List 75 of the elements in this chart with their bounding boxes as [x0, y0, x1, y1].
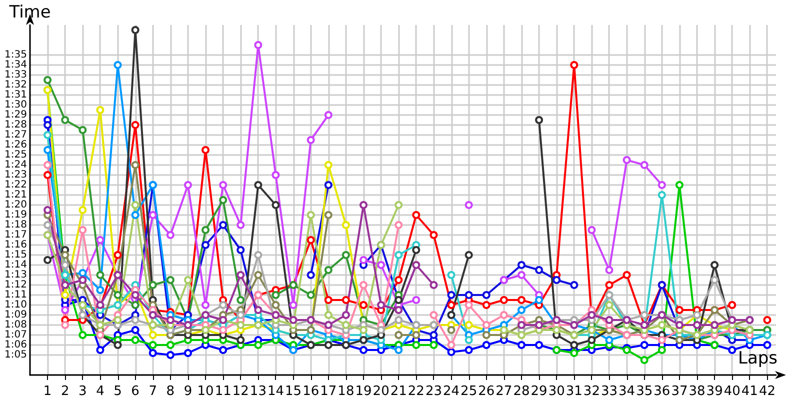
y-tick-label: 1:31: [4, 90, 27, 100]
y-tick-label: 1:29: [4, 110, 27, 120]
x-tick-label: 24: [442, 384, 460, 399]
y-tick-label: 1:05: [4, 350, 27, 360]
x-tick-label: 41: [741, 384, 758, 399]
x-tick-label: 8: [166, 384, 175, 399]
y-tick-label: 1:22: [4, 180, 27, 190]
x-tick-label: 38: [688, 384, 706, 399]
y-tick-label: 1:21: [4, 190, 27, 200]
y-tick-label: 1:34: [4, 60, 27, 70]
x-tick-label: 9: [184, 384, 192, 399]
x-tick-label: 3: [78, 384, 87, 399]
x-tick-label: 11: [214, 384, 232, 399]
x-tick-label: 35: [636, 384, 653, 399]
y-tick-label: 1:19: [4, 210, 27, 220]
x-tick-label: 22: [408, 384, 424, 399]
y-tick-label: 1:12: [4, 280, 27, 290]
x-tick-label: 40: [724, 384, 740, 399]
x-tick-label: 12: [232, 384, 249, 399]
x-tick-label: 5: [114, 384, 122, 399]
y-tick-label: 1:15: [4, 250, 27, 260]
x-tick-label: 33: [600, 384, 618, 399]
y-tick-label: 1:20: [4, 200, 27, 210]
y-tick-label: 1:27: [4, 130, 27, 140]
x-tick-label: 17: [320, 384, 337, 399]
x-tick-label: 39: [706, 384, 723, 399]
x-tick-label: 16: [302, 384, 320, 399]
x-tick-label: 37: [671, 384, 688, 399]
x-tick-label: 4: [96, 384, 104, 399]
y-tick-label: 1:13: [4, 270, 27, 280]
y-tick-label: 1:08: [4, 320, 27, 330]
y-tick-label: 1:32: [4, 80, 27, 90]
x-tick-label: 20: [372, 384, 390, 399]
x-tick-label: 42: [758, 384, 776, 399]
x-tick-label: 26: [478, 384, 495, 399]
x-tick-label: 25: [460, 384, 478, 399]
x-tick-label: 6: [131, 384, 140, 399]
y-axis-title: Time: [8, 2, 51, 22]
y-tick-label: 1:24: [4, 160, 27, 170]
y-tick-label: 1:25: [4, 150, 27, 160]
y-tick-label: 1:06: [4, 340, 27, 350]
x-axis-title: Laps: [738, 348, 778, 368]
y-tick-label: 1:10: [4, 300, 27, 310]
x-tick-label: 28: [513, 384, 530, 399]
x-tick-label: 34: [618, 384, 636, 399]
y-tick-label: 1:16: [4, 240, 27, 250]
y-tick-label: 1:23: [4, 170, 27, 180]
y-tick-label: 1:07: [4, 330, 27, 340]
y-tick-label: 1:35: [4, 50, 27, 60]
y-tick-label: 1:26: [4, 140, 27, 150]
x-tick-label: 23: [425, 384, 442, 399]
y-tick-label: 1:18: [4, 220, 27, 230]
x-tick-label: 30: [548, 384, 565, 399]
x-tick-label: 15: [285, 384, 302, 399]
x-tick-label: 29: [530, 384, 548, 399]
y-tick-label: 1:09: [4, 310, 27, 320]
y-tick-label: 1:14: [4, 260, 27, 270]
x-tick-label: 27: [496, 384, 512, 399]
x-tick-label: 21: [390, 384, 407, 399]
y-tick-label: 1:28: [4, 120, 27, 130]
x-tick-label: 19: [355, 384, 372, 399]
x-tick-label: 18: [338, 384, 354, 399]
y-tick-label: 1:30: [4, 100, 27, 110]
x-tick-label: 7: [148, 384, 158, 399]
y-tick-label: 1:17: [4, 230, 27, 240]
x-tick-label: 13: [250, 384, 266, 399]
x-tick-label: 36: [654, 384, 670, 399]
x-tick-label: 32: [583, 384, 600, 399]
x-tick-label: 10: [197, 384, 214, 399]
x-tick-label: 2: [60, 384, 70, 399]
y-tick-label: 1:33: [4, 70, 27, 80]
y-tick-label: 1:11: [4, 290, 27, 300]
x-tick-label: 31: [566, 384, 582, 399]
x-tick-label: 14: [267, 384, 284, 399]
x-tick-label: 1: [43, 384, 52, 399]
